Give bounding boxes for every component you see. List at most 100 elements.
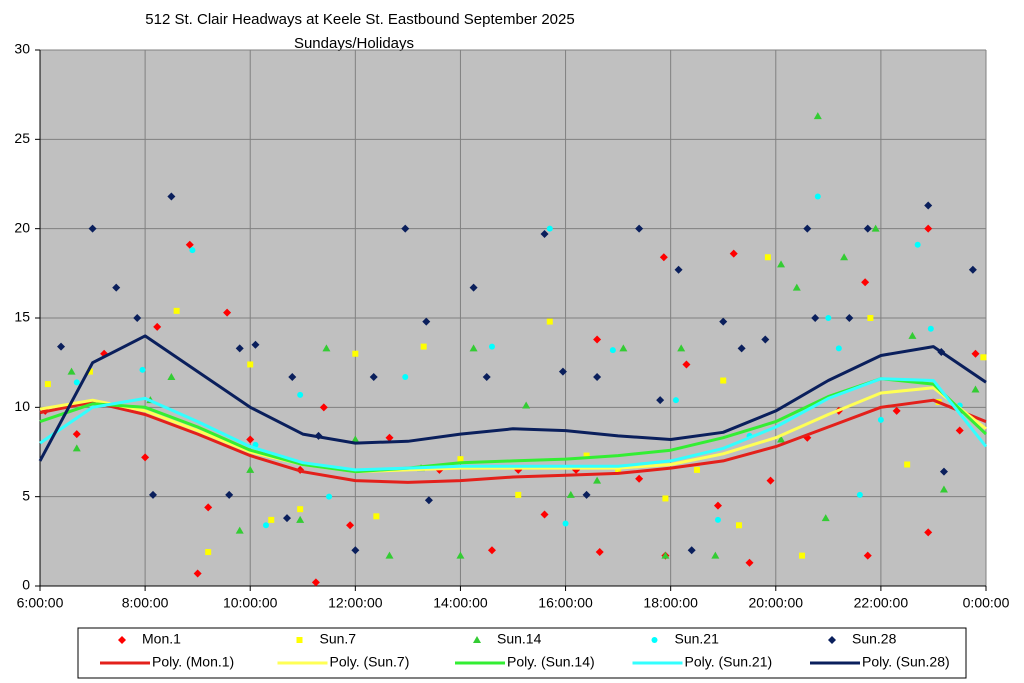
point bbox=[908, 331, 917, 339]
point bbox=[562, 520, 569, 527]
y-tick-label: 15 bbox=[14, 309, 30, 325]
point bbox=[420, 343, 427, 350]
point bbox=[714, 516, 721, 523]
point bbox=[319, 403, 328, 412]
point bbox=[656, 396, 665, 405]
trend-line bbox=[38, 334, 987, 462]
point bbox=[72, 430, 81, 439]
point bbox=[871, 224, 880, 232]
point bbox=[825, 315, 832, 321]
point bbox=[326, 493, 333, 500]
point bbox=[595, 548, 604, 557]
point bbox=[235, 344, 244, 353]
x-tick-label: 10:00:00 bbox=[223, 595, 278, 611]
point bbox=[863, 551, 872, 560]
point bbox=[558, 367, 567, 376]
point bbox=[482, 372, 491, 381]
x-tick-label: 0:00:00 bbox=[963, 595, 1010, 611]
point bbox=[515, 491, 522, 498]
point bbox=[713, 501, 722, 510]
point bbox=[288, 372, 297, 381]
point bbox=[44, 381, 51, 388]
point bbox=[619, 344, 628, 352]
legend-swatch bbox=[828, 636, 836, 644]
point bbox=[133, 314, 142, 322]
point bbox=[141, 453, 150, 462]
point bbox=[971, 385, 980, 393]
point bbox=[662, 495, 669, 502]
point bbox=[522, 401, 531, 409]
y-tick-label: 25 bbox=[14, 130, 30, 146]
point bbox=[927, 325, 934, 332]
point bbox=[73, 379, 80, 386]
point bbox=[661, 551, 670, 559]
point bbox=[351, 435, 360, 443]
point bbox=[456, 551, 465, 559]
point bbox=[687, 546, 696, 555]
y-tick-label: 5 bbox=[22, 487, 30, 503]
point bbox=[813, 112, 822, 120]
point bbox=[799, 552, 806, 559]
legend-label: Mon.1 bbox=[142, 631, 181, 647]
point bbox=[693, 466, 700, 473]
point bbox=[247, 361, 254, 368]
point bbox=[845, 314, 854, 322]
point bbox=[546, 225, 553, 232]
point bbox=[672, 397, 679, 404]
point bbox=[173, 307, 180, 314]
point bbox=[469, 283, 478, 292]
point bbox=[369, 372, 378, 381]
point bbox=[402, 373, 409, 380]
point bbox=[139, 366, 146, 373]
point bbox=[720, 377, 727, 384]
point bbox=[268, 516, 275, 523]
point bbox=[939, 467, 948, 476]
point bbox=[246, 465, 255, 473]
point bbox=[72, 444, 81, 452]
legend-label: Poly. (Sun.7) bbox=[330, 654, 410, 670]
point bbox=[968, 265, 977, 274]
legend-label: Sun.7 bbox=[320, 631, 357, 647]
point bbox=[821, 514, 830, 522]
point bbox=[811, 314, 820, 322]
point bbox=[296, 515, 305, 523]
x-tick-label: 6:00:00 bbox=[17, 595, 64, 611]
point bbox=[67, 367, 76, 375]
point bbox=[546, 318, 553, 325]
legend bbox=[77, 627, 967, 679]
point bbox=[835, 345, 842, 352]
point bbox=[615, 466, 622, 473]
point bbox=[424, 496, 433, 505]
point bbox=[566, 490, 575, 498]
point bbox=[635, 474, 644, 483]
point bbox=[235, 526, 244, 534]
point bbox=[904, 461, 911, 468]
point bbox=[609, 347, 616, 354]
legend-swatch bbox=[473, 636, 481, 643]
point bbox=[971, 349, 980, 358]
point bbox=[311, 578, 320, 587]
point bbox=[225, 490, 234, 499]
point bbox=[422, 317, 431, 326]
point bbox=[86, 368, 93, 375]
legend-label: Sun.14 bbox=[497, 631, 542, 647]
point bbox=[711, 551, 720, 559]
point bbox=[189, 247, 196, 254]
point bbox=[914, 241, 921, 248]
point bbox=[729, 249, 738, 258]
legend-label: Poly. (Sun.21) bbox=[685, 654, 773, 670]
point bbox=[735, 522, 742, 529]
point bbox=[766, 476, 775, 485]
point bbox=[939, 485, 948, 493]
point bbox=[924, 201, 933, 210]
point bbox=[88, 224, 97, 233]
point bbox=[861, 278, 870, 287]
legend-label: Poly. (Mon.1) bbox=[152, 654, 234, 670]
point bbox=[955, 426, 964, 435]
point bbox=[283, 514, 292, 523]
point bbox=[924, 224, 933, 233]
point bbox=[469, 344, 478, 352]
legend-label: Poly. (Sun.14) bbox=[507, 654, 595, 670]
point bbox=[167, 372, 176, 380]
